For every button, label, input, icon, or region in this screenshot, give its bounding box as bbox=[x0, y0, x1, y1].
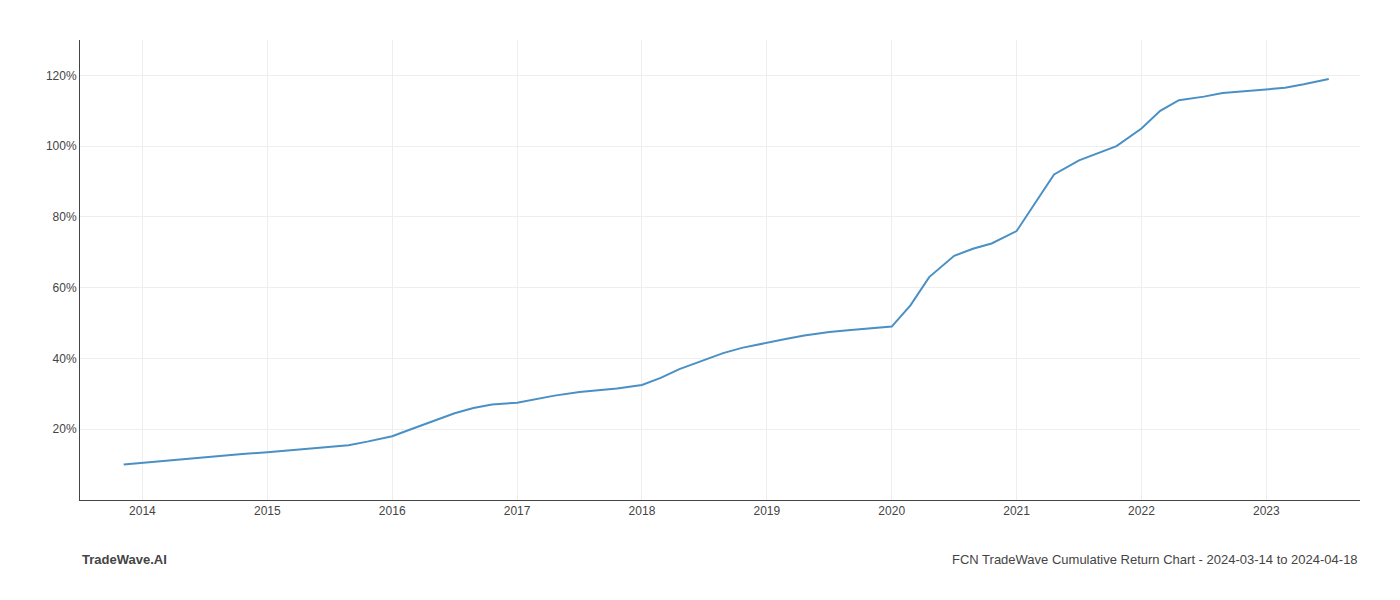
svg-text:2014: 2014 bbox=[129, 504, 156, 518]
svg-text:2022: 2022 bbox=[1128, 504, 1155, 518]
svg-text:60%: 60% bbox=[53, 281, 77, 295]
svg-text:2018: 2018 bbox=[629, 504, 656, 518]
svg-text:100%: 100% bbox=[46, 139, 77, 153]
svg-text:2016: 2016 bbox=[379, 504, 406, 518]
svg-text:2015: 2015 bbox=[254, 504, 281, 518]
svg-text:20%: 20% bbox=[53, 422, 77, 436]
svg-text:2017: 2017 bbox=[504, 504, 531, 518]
svg-text:2020: 2020 bbox=[878, 504, 905, 518]
svg-text:2021: 2021 bbox=[1003, 504, 1030, 518]
svg-text:FCN TradeWave Cumulative Retur: FCN TradeWave Cumulative Return Chart - … bbox=[952, 552, 1358, 567]
svg-text:2019: 2019 bbox=[753, 504, 780, 518]
svg-text:TradeWave.AI: TradeWave.AI bbox=[82, 552, 167, 567]
svg-text:120%: 120% bbox=[46, 69, 77, 83]
svg-text:2023: 2023 bbox=[1253, 504, 1280, 518]
svg-text:80%: 80% bbox=[53, 210, 77, 224]
svg-text:40%: 40% bbox=[53, 352, 77, 366]
